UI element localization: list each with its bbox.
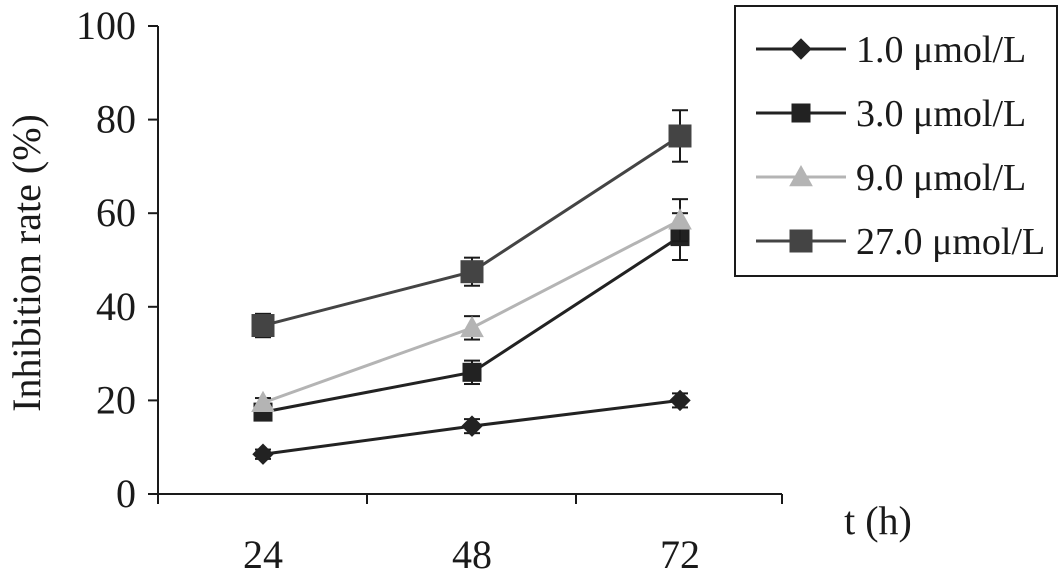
data-point xyxy=(462,362,482,382)
series-4 xyxy=(251,109,692,339)
x-tick-label: 24 xyxy=(243,532,283,577)
y-ticks: 0 20 40 60 80 100 xyxy=(76,3,158,516)
y-tick-label: 80 xyxy=(96,97,136,142)
legend-item: 9.0 μmol/L xyxy=(756,157,1026,199)
legend-box xyxy=(734,5,1058,277)
data-point xyxy=(460,315,484,338)
legend-marker xyxy=(791,103,811,123)
x-axis-title: t (h) xyxy=(844,498,912,543)
data-point xyxy=(460,260,484,284)
series-line xyxy=(262,134,681,327)
data-point xyxy=(668,208,692,230)
data-point xyxy=(251,390,275,413)
data-point xyxy=(461,415,483,437)
series-1 xyxy=(252,389,691,465)
y-tick-label: 100 xyxy=(76,3,136,48)
legend-marker xyxy=(790,38,812,60)
legend: 1.0 μmol/L 3.0 μmol/L 9.0 μmol/L 27.0 μmol/… xyxy=(734,5,1058,277)
legend-label: 9.0 μmol/L xyxy=(856,157,1026,199)
y-tick-label: 60 xyxy=(96,190,136,235)
data-point xyxy=(668,124,692,148)
data-point xyxy=(669,389,691,412)
x-tick-label: 72 xyxy=(660,532,700,577)
y-axis-title: Inhibition rate (%) xyxy=(4,114,49,412)
axes xyxy=(157,26,782,495)
y-tick-label: 20 xyxy=(96,377,136,422)
y-tick-label: 0 xyxy=(116,471,136,516)
legend-item: 3.0 μmol/L xyxy=(756,93,1026,135)
series-3 xyxy=(251,198,692,413)
data-point xyxy=(251,314,275,338)
legend-label: 1.0 μmol/L xyxy=(856,29,1026,71)
x-tick-label: 48 xyxy=(452,532,492,577)
data-point xyxy=(252,443,274,465)
legend-marker xyxy=(789,229,813,253)
series xyxy=(251,109,692,465)
legend-label: 3.0 μmol/L xyxy=(856,93,1026,135)
x-ticks: 24 48 72 xyxy=(157,494,783,577)
legend-label: 27.0 μmol/L xyxy=(856,221,1045,263)
y-tick-label: 40 xyxy=(96,284,136,329)
legend-item: 27.0 μmol/L xyxy=(756,221,1045,263)
legend-marker xyxy=(789,164,813,187)
legend-item: 1.0 μmol/L xyxy=(756,29,1026,71)
